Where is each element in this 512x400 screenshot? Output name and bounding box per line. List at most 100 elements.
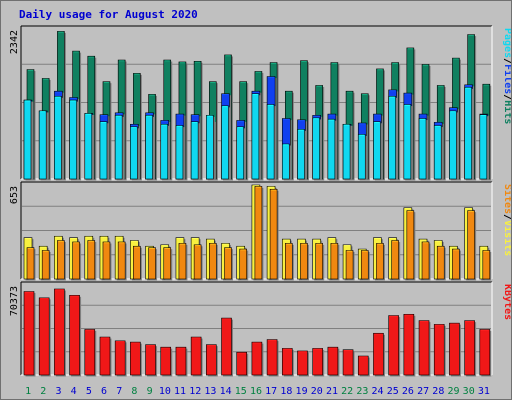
x-tick-label: 9 bbox=[147, 386, 153, 397]
bar-kbytes bbox=[388, 315, 399, 376]
bar-pages bbox=[373, 121, 381, 180]
legend-visits-sites: Sites/Visits bbox=[502, 184, 511, 256]
bar-pages bbox=[54, 95, 62, 180]
bar-kbytes bbox=[236, 351, 248, 376]
bar-pages bbox=[23, 99, 32, 180]
bar-sites bbox=[239, 248, 248, 280]
x-tick-label: 7 bbox=[116, 386, 122, 397]
x-tick-label: 26 bbox=[402, 386, 414, 397]
bar-kbytes bbox=[479, 329, 491, 376]
legend-item-files: Files bbox=[502, 64, 511, 94]
bar-sites bbox=[345, 250, 354, 280]
bar-kbytes bbox=[418, 320, 430, 376]
x-tick-label: 6 bbox=[101, 386, 107, 397]
x-tick-label: 11 bbox=[174, 386, 186, 397]
x-tick-label: 8 bbox=[131, 386, 137, 397]
x-tick-label: 15 bbox=[235, 386, 247, 397]
bar-pages bbox=[281, 143, 290, 180]
bar-sites bbox=[133, 245, 141, 280]
bar-pages bbox=[433, 125, 442, 180]
bar-kbytes bbox=[54, 288, 65, 376]
bar-kbytes bbox=[130, 341, 141, 376]
bar-pages bbox=[418, 118, 427, 180]
legend-item-slash: / bbox=[502, 58, 511, 64]
bar-pages bbox=[175, 125, 184, 180]
legend-item-slash: / bbox=[502, 94, 511, 100]
bar-pages bbox=[38, 110, 47, 180]
bar-sites bbox=[482, 250, 491, 280]
bar-sites bbox=[72, 241, 80, 280]
legend-item-hits: Hits bbox=[502, 100, 511, 124]
bar-kbytes bbox=[266, 339, 278, 376]
legend-hits-files-pages: Pages/Files/Hits bbox=[502, 28, 511, 124]
x-tick-label: 21 bbox=[326, 386, 338, 397]
bar-kbytes bbox=[99, 336, 111, 376]
bar-sites bbox=[26, 247, 35, 280]
bar-kbytes bbox=[373, 332, 384, 376]
bar-pages bbox=[251, 93, 260, 180]
bar-sites bbox=[467, 210, 475, 280]
bar-pages bbox=[145, 115, 153, 180]
x-tick-label: 27 bbox=[417, 386, 429, 397]
bar-pages bbox=[403, 104, 412, 180]
x-tick-label: 2 bbox=[40, 386, 46, 397]
bar-pages bbox=[190, 121, 199, 180]
x-tick-label: 24 bbox=[372, 386, 384, 397]
bar-sites bbox=[178, 243, 187, 280]
bar-kbytes bbox=[312, 348, 323, 376]
x-tick-label: 19 bbox=[296, 386, 308, 397]
bar-pages bbox=[479, 114, 488, 180]
bar-sites bbox=[452, 248, 460, 280]
bar-kbytes bbox=[433, 324, 445, 376]
x-tick-label: 31 bbox=[478, 386, 490, 397]
bar-kbytes bbox=[84, 329, 96, 376]
bar-sites bbox=[254, 186, 263, 280]
bar-sites bbox=[391, 240, 399, 280]
bar-kbytes bbox=[221, 317, 232, 376]
bar-sites bbox=[421, 241, 430, 280]
bar-pages bbox=[464, 87, 472, 180]
x-tick-label: 5 bbox=[86, 386, 92, 397]
legend-item-sites: Sites bbox=[502, 184, 511, 214]
bar-pages bbox=[357, 134, 366, 180]
bar-kbytes bbox=[403, 313, 415, 376]
x-tick-label: 1 bbox=[25, 386, 31, 397]
bar-pages bbox=[84, 113, 93, 180]
x-tick-label: 20 bbox=[311, 386, 323, 397]
bar-kbytes bbox=[342, 349, 354, 376]
x-tick-label: 12 bbox=[189, 386, 201, 397]
bar-pages bbox=[130, 126, 138, 180]
x-tick-label: 25 bbox=[387, 386, 399, 397]
bar-kbytes bbox=[23, 291, 35, 376]
bar-pages bbox=[221, 105, 229, 180]
x-tick-label: 29 bbox=[447, 386, 459, 397]
bar-sites bbox=[330, 243, 339, 280]
chart-title: Daily usage for August 2020 bbox=[19, 8, 198, 21]
x-tick-label: 13 bbox=[204, 386, 216, 397]
bar-kbytes bbox=[357, 355, 369, 376]
bar-kbytes bbox=[297, 350, 308, 376]
bar-pages bbox=[236, 126, 245, 180]
bar-kbytes bbox=[464, 320, 475, 376]
bar-kbytes bbox=[281, 348, 293, 376]
bar-sites bbox=[117, 241, 126, 280]
x-tick-label: 17 bbox=[265, 386, 277, 397]
bar-pages bbox=[114, 115, 123, 180]
bar-kbytes bbox=[449, 322, 460, 376]
x-tick-label: 28 bbox=[432, 386, 444, 397]
bar-kbytes bbox=[38, 297, 50, 376]
bar-pages bbox=[449, 110, 457, 180]
bar-kbytes bbox=[206, 344, 217, 376]
x-tick-label: 4 bbox=[71, 386, 77, 397]
legend-item-slash: / bbox=[502, 214, 511, 220]
bar-pages bbox=[206, 115, 214, 180]
bar-sites bbox=[193, 244, 202, 280]
bar-sites bbox=[360, 250, 369, 280]
bar-sites bbox=[315, 243, 323, 280]
bar-sites bbox=[163, 247, 172, 280]
bar-kbytes bbox=[327, 346, 339, 376]
x-tick-label: 23 bbox=[356, 386, 368, 397]
bar-sites bbox=[406, 210, 415, 280]
